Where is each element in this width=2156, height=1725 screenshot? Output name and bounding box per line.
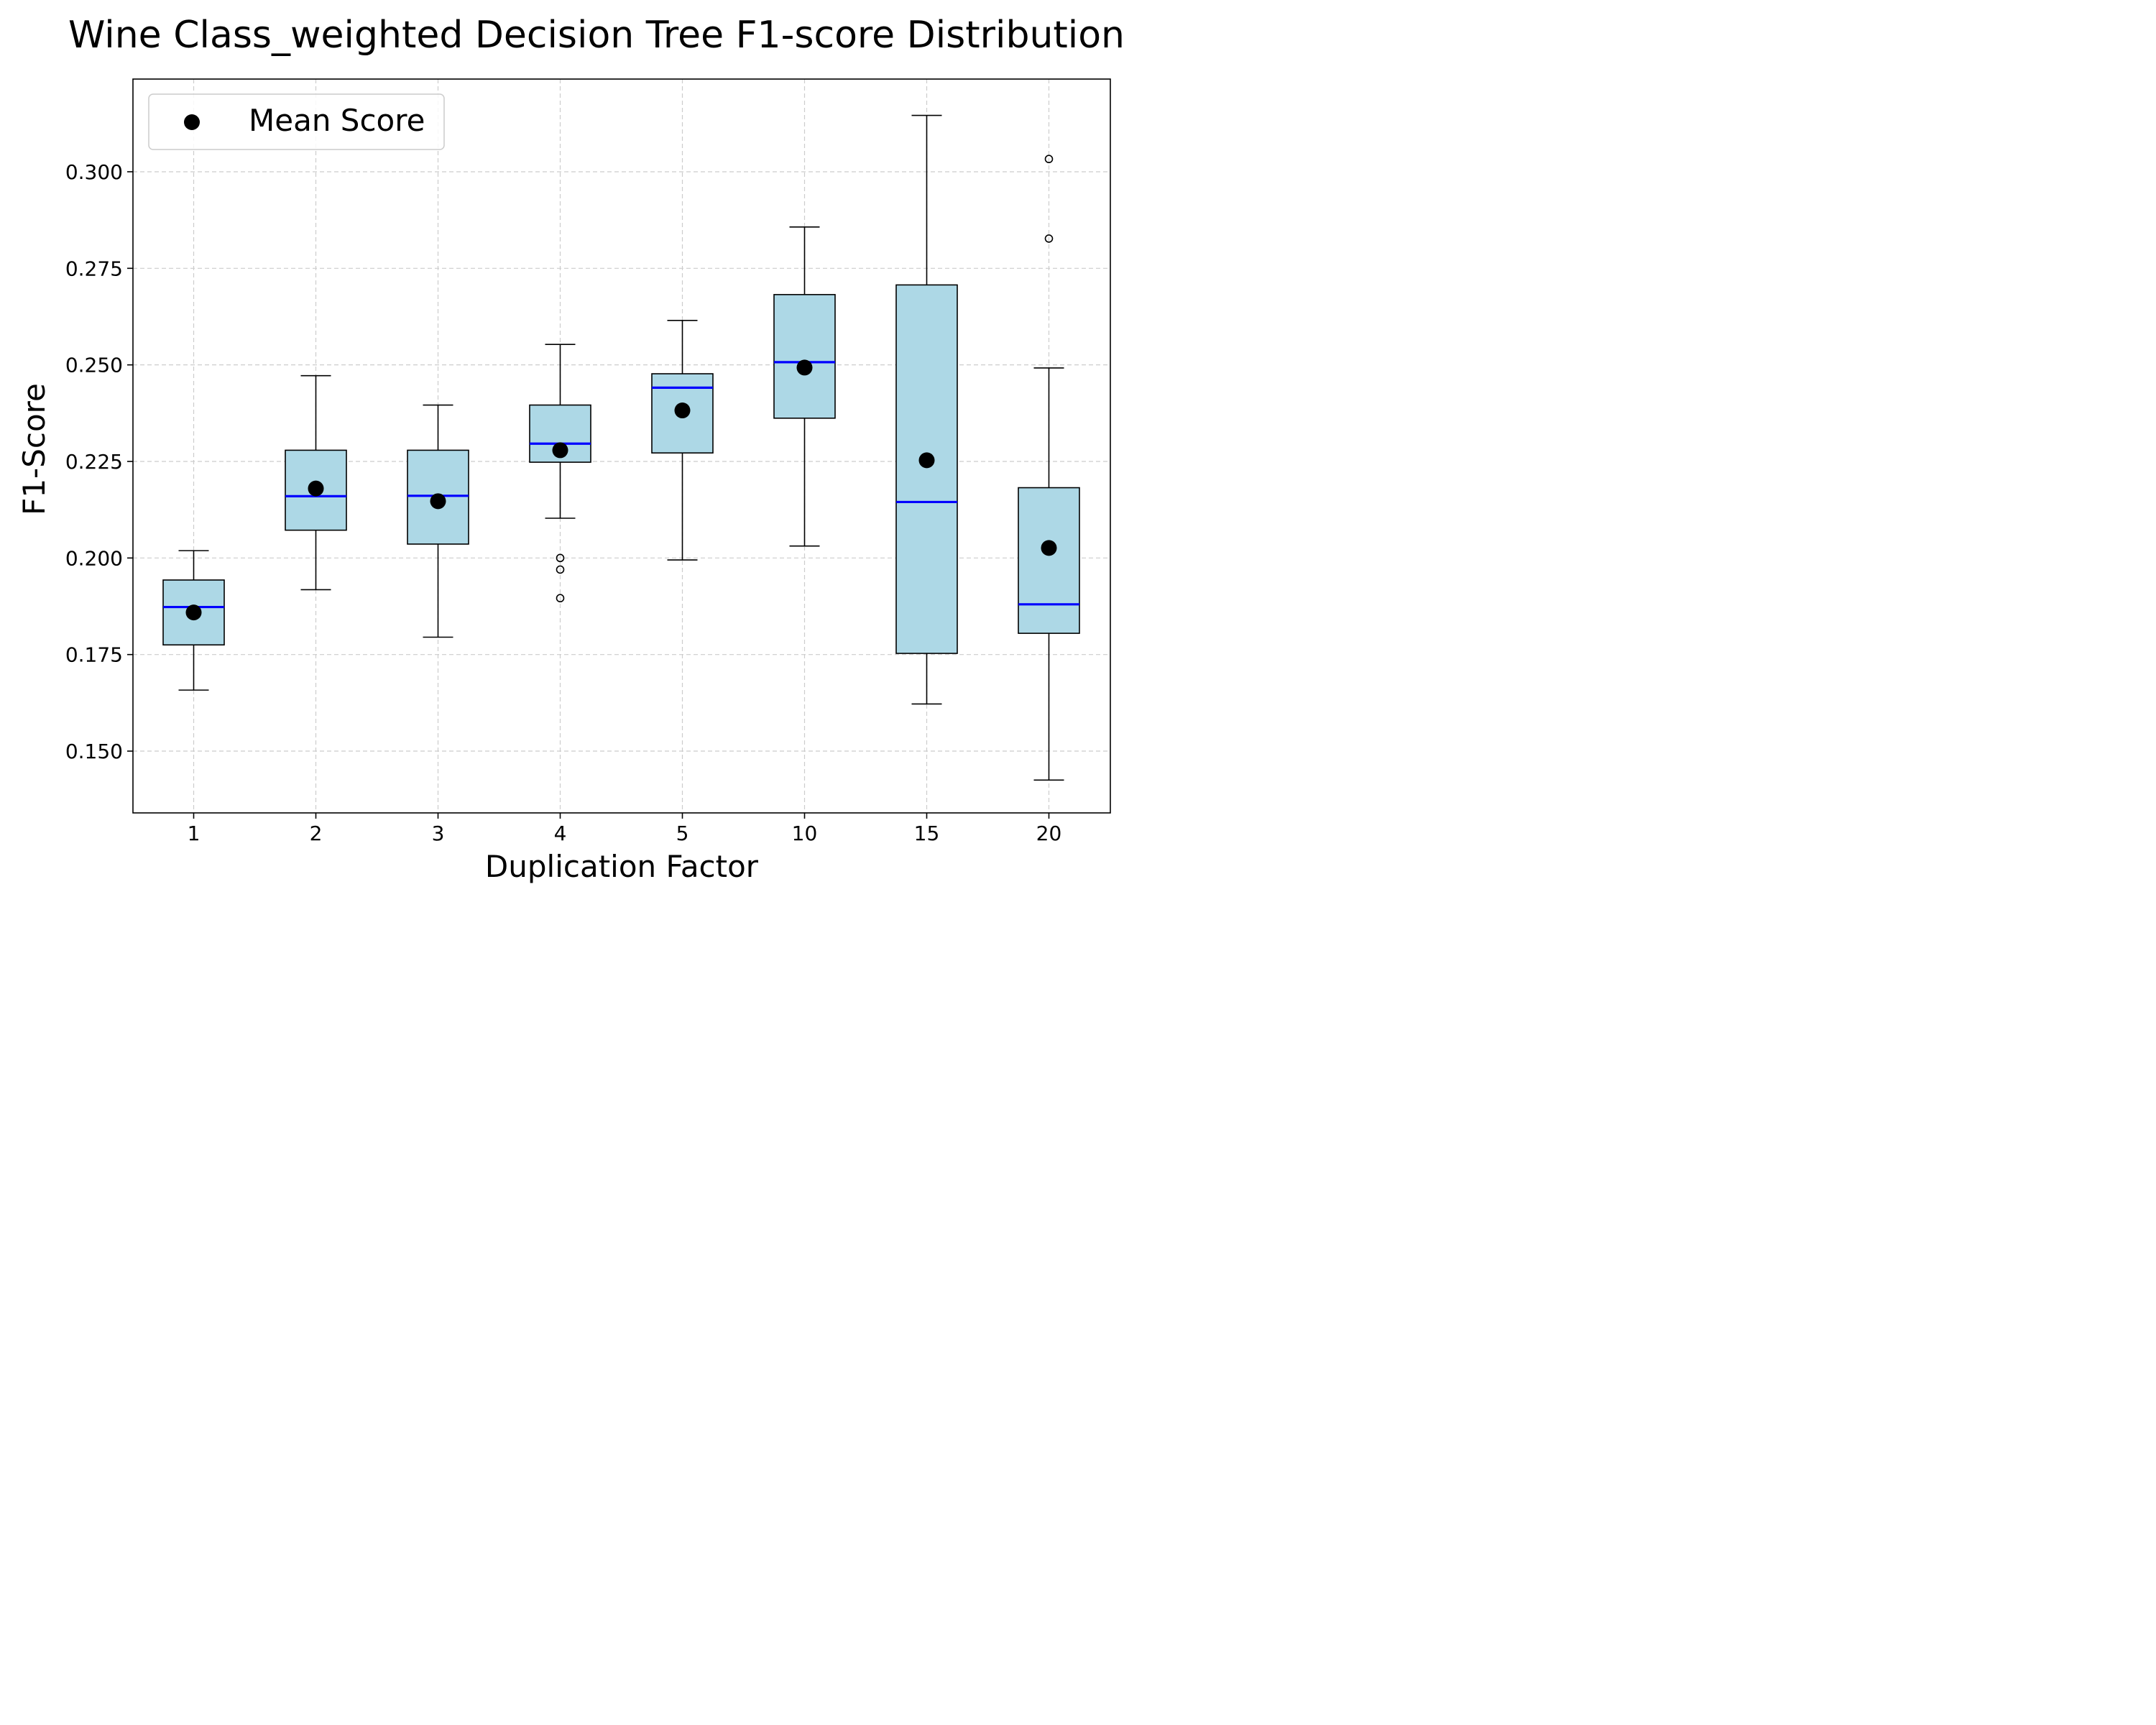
box-iqr bbox=[407, 449, 469, 545]
y-tick-label: 0.250 bbox=[65, 354, 123, 377]
legend: Mean Score bbox=[148, 93, 445, 150]
outlier-point bbox=[556, 553, 565, 563]
box-group-20 bbox=[1018, 155, 1080, 781]
y-tick-label: 0.200 bbox=[65, 546, 123, 570]
legend-label-mean: Mean Score bbox=[249, 103, 425, 138]
x-tick-label: 5 bbox=[676, 822, 689, 845]
legend-marker-mean bbox=[184, 114, 200, 130]
mean-marker bbox=[308, 480, 324, 497]
box-iqr bbox=[773, 294, 836, 419]
mean-marker bbox=[796, 359, 813, 376]
box-group-10 bbox=[773, 226, 836, 547]
mean-marker bbox=[185, 604, 202, 621]
box-iqr bbox=[1018, 487, 1080, 634]
box-group-3 bbox=[407, 404, 469, 638]
box-group-2 bbox=[285, 374, 347, 591]
chart-title: Wine Class_weighted Decision Tree F1-sco… bbox=[68, 14, 1125, 57]
x-tick-label: 20 bbox=[1036, 822, 1062, 845]
box-group-15 bbox=[895, 114, 958, 705]
outlier-point bbox=[1044, 155, 1054, 164]
box-group-1 bbox=[162, 550, 225, 691]
y-axis-title: F1-Score bbox=[17, 383, 52, 515]
outlier-point bbox=[1044, 234, 1054, 243]
x-tick-label: 1 bbox=[188, 822, 201, 845]
x-tick-label: 4 bbox=[554, 822, 567, 845]
x-tick-label: 15 bbox=[914, 822, 940, 845]
y-tick-label: 0.300 bbox=[65, 160, 123, 184]
plot-area-frame bbox=[132, 78, 1111, 814]
x-tick-label: 3 bbox=[432, 822, 445, 845]
boxes-layer bbox=[162, 114, 1080, 781]
legend-box bbox=[148, 93, 445, 150]
outlier-point bbox=[556, 565, 565, 574]
grid-lines bbox=[133, 79, 1110, 813]
x-axis-title: Duplication Factor bbox=[485, 849, 759, 884]
box-group-4 bbox=[529, 344, 591, 603]
x-tick-label: 2 bbox=[310, 822, 323, 845]
box-plot-chart: Wine Class_weighted Decision Tree F1-sco… bbox=[17, 14, 1125, 884]
y-tick-label: 0.225 bbox=[65, 450, 123, 474]
x-tick-label: 10 bbox=[792, 822, 818, 845]
y-tick-label: 0.150 bbox=[65, 740, 123, 763]
mean-marker bbox=[918, 452, 935, 469]
y-tick-label: 0.275 bbox=[65, 257, 123, 280]
y-tick-label: 0.175 bbox=[65, 643, 123, 667]
box-iqr bbox=[895, 284, 958, 654]
axis-ticks: 0.150 0.175 0.200 0.225 0.250 0.275 0.300 1 2 3 4 5… bbox=[65, 160, 1061, 845]
mean-marker bbox=[1041, 540, 1057, 556]
box-group-5 bbox=[651, 320, 714, 561]
outlier-point bbox=[556, 594, 565, 603]
mean-marker bbox=[430, 493, 446, 510]
mean-marker bbox=[674, 402, 691, 419]
mean-marker bbox=[552, 442, 568, 459]
